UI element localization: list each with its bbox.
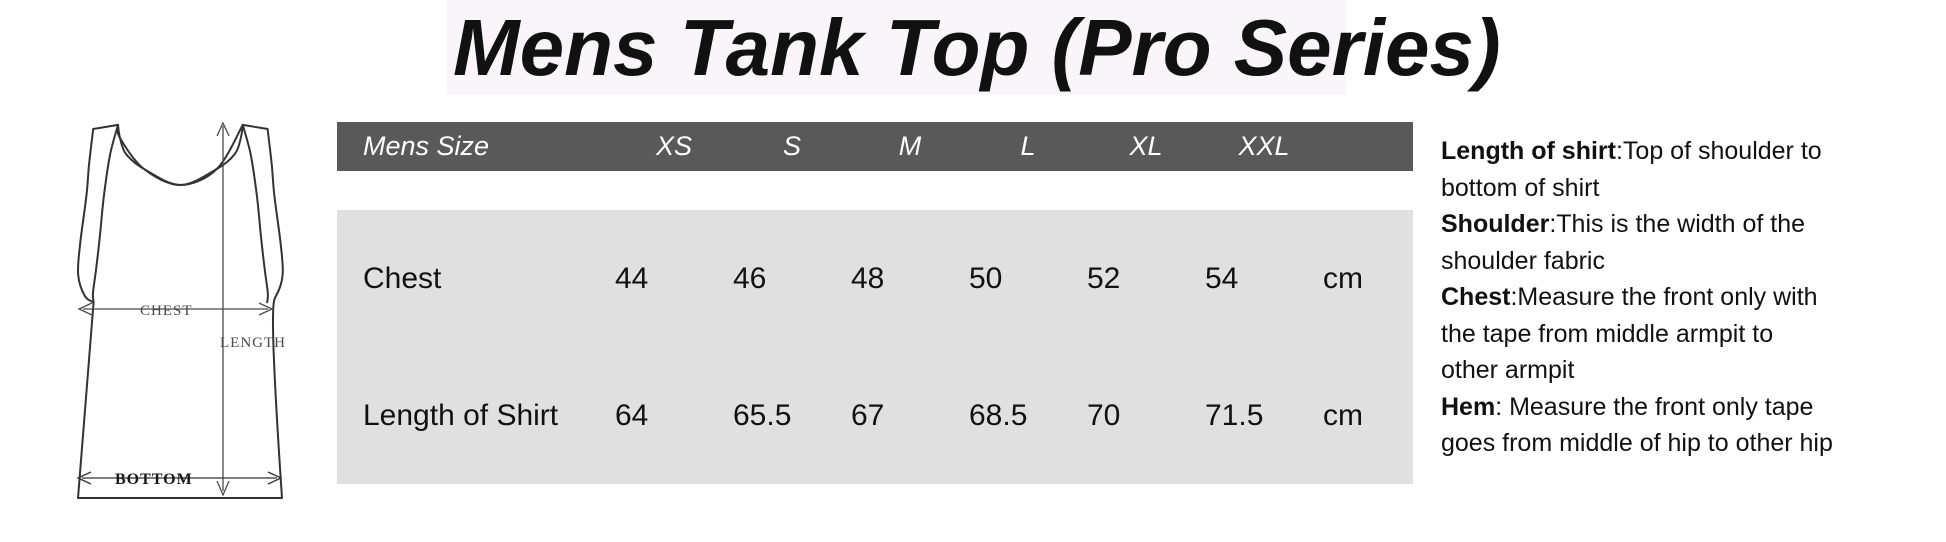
- svg-text:LENGTH: LENGTH: [220, 335, 286, 351]
- svg-text:CHEST: CHEST: [140, 303, 193, 319]
- svg-text:BOTTOM: BOTTOM: [115, 471, 193, 488]
